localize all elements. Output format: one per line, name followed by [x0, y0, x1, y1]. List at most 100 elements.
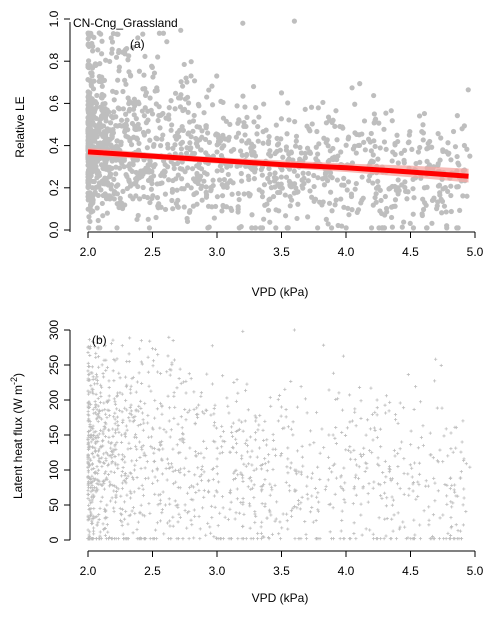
panel-a-point	[386, 186, 392, 192]
panel-b-point	[456, 494, 460, 498]
panel-b-point	[103, 526, 107, 531]
panel-b-point	[250, 463, 254, 467]
panel-b-point	[253, 520, 257, 525]
panel-a-point	[191, 78, 198, 84]
panel-a-point	[361, 118, 368, 124]
panel-a-point	[350, 146, 356, 152]
panel-b-point	[295, 449, 300, 453]
panel-a-point	[329, 208, 335, 214]
panel-b-point	[406, 536, 410, 540]
panel-b-point	[383, 403, 387, 407]
panel-b-point	[445, 502, 449, 506]
panel-a-x-tick-label: 5.0	[467, 245, 484, 259]
panel-b-point	[120, 469, 124, 474]
panel-b-point	[136, 520, 141, 524]
panel-a-point	[448, 192, 454, 199]
panel-a-point	[448, 157, 454, 163]
panel-a-point	[126, 108, 132, 114]
panel-b-point	[109, 470, 113, 474]
panel-a-point	[411, 195, 417, 201]
panel-b-point	[327, 388, 331, 392]
panel-b-point	[215, 490, 219, 494]
panel-b-point	[91, 437, 95, 441]
panel-b-point	[94, 351, 98, 355]
panel-b-point	[407, 487, 411, 491]
panel-b-point	[176, 520, 180, 524]
panel-a-point	[155, 203, 161, 209]
panel-a-point	[109, 135, 115, 141]
panel-b-point	[105, 452, 110, 456]
panel-a-point	[117, 195, 123, 201]
panel-b-point	[285, 512, 289, 516]
panel-a-point	[187, 119, 193, 125]
panel-b-point	[280, 526, 284, 530]
panel-b-point	[94, 402, 98, 407]
panel-b-point	[176, 451, 181, 455]
panel-b-point	[451, 450, 455, 454]
panel-b-point	[86, 373, 91, 377]
panel-a-point	[129, 120, 136, 127]
panel-b-point	[459, 450, 463, 454]
panel-b-point	[349, 450, 353, 454]
panel-b-point	[124, 398, 128, 403]
panel-b-point	[178, 467, 183, 471]
panel-a-x-tick-label: 2.0	[80, 245, 97, 259]
panel-b-point	[112, 506, 116, 510]
panel-b-point	[226, 404, 230, 408]
panel-b-point	[168, 502, 172, 506]
panel-b-point	[267, 453, 271, 457]
panel-a-point	[203, 194, 210, 200]
panel-a-point	[440, 186, 446, 192]
panel-b-point	[354, 537, 358, 541]
panel-a-point	[266, 165, 272, 172]
panel-b-point	[433, 481, 437, 485]
panel-a-point	[86, 214, 92, 220]
panel-a-point	[127, 183, 134, 189]
panel-a-point	[427, 138, 433, 145]
panel-a-point	[187, 207, 193, 214]
panel-b-point	[107, 394, 111, 398]
panel-b-point	[94, 377, 98, 381]
panel-a-point	[174, 130, 181, 136]
panel-b-point	[117, 453, 121, 457]
panel-b-point	[91, 377, 95, 382]
panel-a-point	[111, 97, 117, 103]
panel-a-point	[116, 64, 122, 70]
panel-b-point	[311, 520, 315, 524]
panel-b-point	[253, 438, 258, 442]
panel-a-point	[94, 104, 100, 110]
panel-b-point	[244, 537, 248, 541]
panel-a-point	[288, 149, 294, 155]
panel-b-point	[350, 419, 354, 423]
panel-b-point	[92, 455, 96, 459]
panel-b-point	[139, 360, 143, 364]
panel-b-point	[261, 428, 265, 432]
panel-b-point	[383, 481, 387, 485]
panel-b-point	[249, 537, 253, 541]
panel-b-point	[143, 466, 147, 470]
panel-b-point	[97, 447, 101, 451]
panel-a-point	[413, 160, 419, 167]
panel-a-point	[450, 128, 457, 135]
panel-b-point	[187, 372, 191, 376]
panel-a-point	[107, 58, 113, 65]
panel-b-point	[145, 460, 149, 464]
panel-a-point	[153, 214, 159, 221]
panel-b-point	[221, 537, 226, 541]
panel-b-point	[245, 443, 250, 448]
panel-b-point	[117, 371, 121, 375]
panel-b-point	[308, 429, 313, 433]
panel-b-point	[353, 410, 357, 414]
panel-a-point	[266, 151, 272, 157]
panel-a-point	[204, 94, 210, 100]
panel-a-point	[355, 207, 362, 213]
panel-b-point	[107, 462, 111, 466]
panel-b-point	[340, 408, 345, 412]
panel-b-point	[86, 404, 90, 408]
panel-b-point	[215, 446, 219, 450]
panel-a-point	[85, 89, 91, 95]
panel-b-point	[200, 473, 204, 477]
panel-b-point	[379, 445, 383, 449]
panel-b-point	[89, 514, 93, 518]
